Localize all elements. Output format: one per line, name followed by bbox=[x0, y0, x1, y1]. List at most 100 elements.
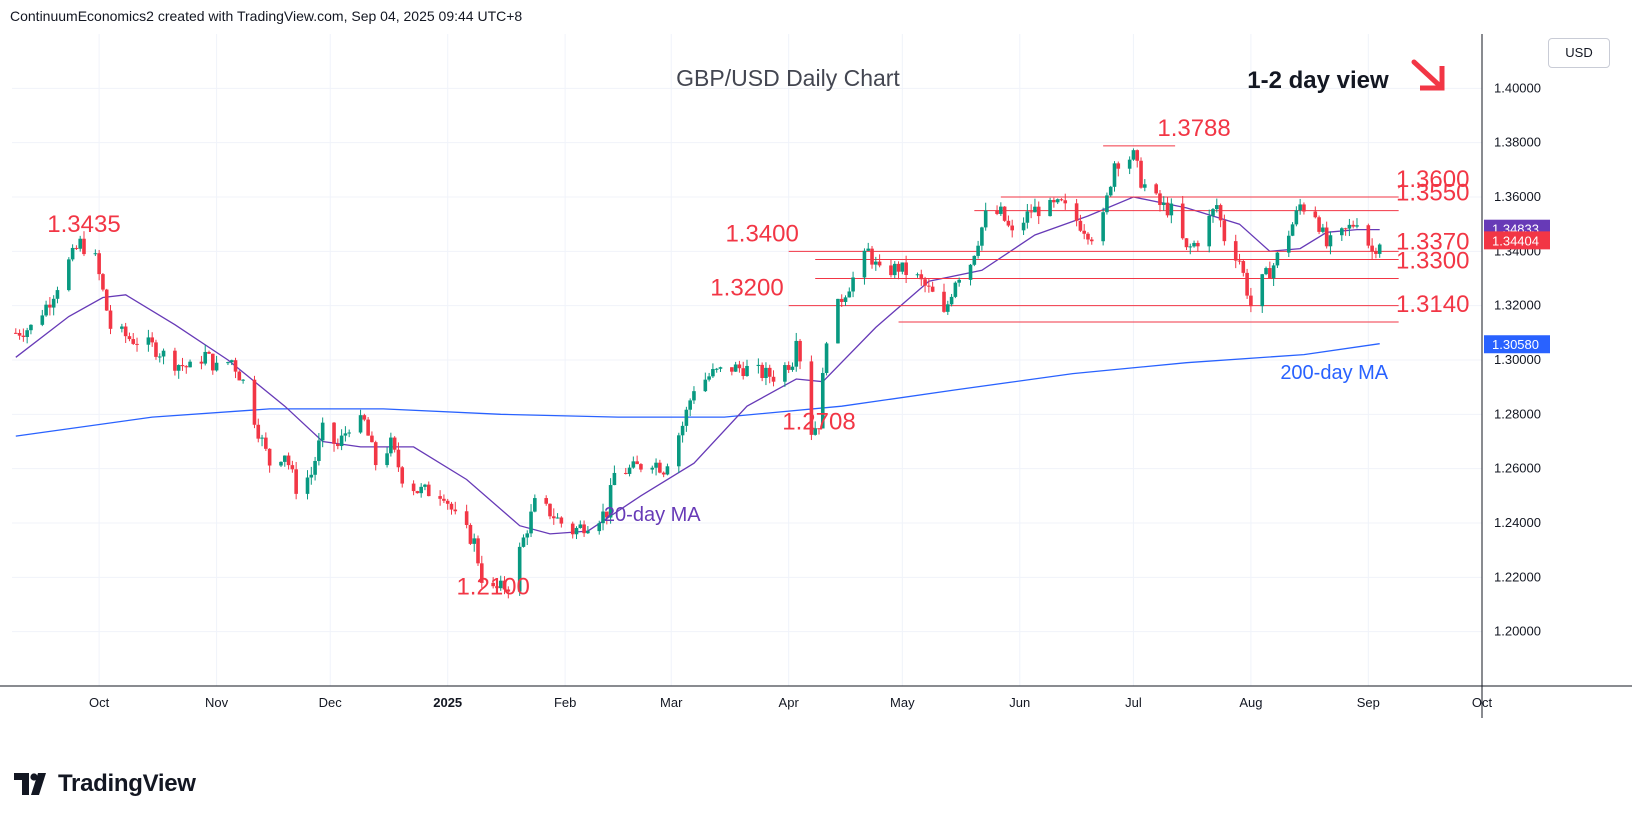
candle-body bbox=[468, 524, 473, 544]
candle-body bbox=[1002, 206, 1007, 221]
candle-body bbox=[1078, 220, 1083, 231]
candle-body bbox=[305, 477, 310, 494]
candle-body bbox=[866, 248, 871, 251]
candle-body bbox=[1264, 268, 1268, 275]
candle-body bbox=[290, 465, 295, 470]
candle-body bbox=[1180, 203, 1185, 239]
candle-series bbox=[13, 148, 1382, 599]
x-tick-label: Oct bbox=[89, 695, 110, 710]
candle-body bbox=[366, 419, 370, 436]
price-badge bbox=[1484, 335, 1550, 354]
candle-body bbox=[1207, 215, 1212, 247]
candle-body bbox=[764, 367, 768, 379]
candle-body bbox=[767, 367, 772, 377]
candle-body bbox=[597, 523, 602, 532]
x-tick-label: Aug bbox=[1239, 695, 1262, 710]
candle-body bbox=[1063, 200, 1068, 204]
candle-body bbox=[241, 379, 245, 381]
annotation-label: 1.3550 bbox=[1396, 180, 1469, 207]
candle-body bbox=[226, 362, 230, 364]
candle-body bbox=[279, 461, 283, 466]
candle-body bbox=[70, 247, 75, 260]
candle-body bbox=[711, 369, 715, 377]
candle-body bbox=[555, 517, 560, 519]
candle-body bbox=[309, 474, 314, 478]
candle-body bbox=[55, 290, 60, 299]
candle-body bbox=[1074, 203, 1079, 221]
candle-body bbox=[313, 460, 317, 475]
candle-body bbox=[260, 437, 264, 439]
candle-body bbox=[684, 409, 689, 426]
candle-body bbox=[900, 262, 905, 272]
candle-body bbox=[517, 546, 522, 592]
candle-body bbox=[108, 310, 113, 329]
candle-body bbox=[847, 291, 852, 298]
candle-body bbox=[1271, 265, 1276, 279]
candle-body bbox=[411, 483, 416, 492]
candle-body bbox=[1143, 184, 1147, 188]
candle-body bbox=[927, 285, 931, 287]
candle-body bbox=[1161, 202, 1166, 205]
candle-body bbox=[1135, 150, 1140, 161]
candle-body bbox=[892, 263, 897, 276]
candle-body bbox=[574, 527, 579, 535]
candle-body bbox=[968, 264, 973, 280]
candle-body bbox=[97, 253, 101, 275]
candle-body bbox=[502, 580, 507, 590]
candle-body bbox=[586, 531, 590, 534]
currency-selector[interactable]: USD bbox=[1548, 38, 1610, 68]
candle-body bbox=[999, 206, 1003, 214]
candle-body bbox=[472, 538, 477, 544]
candle-body bbox=[1192, 242, 1196, 247]
candle-body bbox=[605, 511, 609, 518]
candle-body bbox=[332, 422, 336, 444]
candle-body bbox=[1158, 193, 1162, 205]
candle-body bbox=[896, 263, 901, 272]
candle-body bbox=[1127, 159, 1132, 169]
ma20-line bbox=[15, 196, 1380, 535]
candle-body bbox=[373, 442, 378, 466]
candle-body bbox=[1233, 241, 1238, 261]
candle-body bbox=[464, 511, 469, 525]
candle-body bbox=[78, 238, 82, 249]
chart-grid bbox=[12, 34, 1483, 686]
candle-body bbox=[184, 366, 189, 368]
candle-body bbox=[498, 580, 503, 589]
candle-body bbox=[392, 437, 397, 450]
candle-body bbox=[707, 376, 711, 380]
candle-body bbox=[233, 360, 238, 372]
price-badge-label: 1.30580 bbox=[1492, 337, 1539, 352]
candle-body bbox=[1082, 230, 1086, 234]
candle-body bbox=[1196, 242, 1200, 247]
candle-body bbox=[1321, 227, 1325, 232]
x-tick-label: 2025 bbox=[433, 695, 462, 710]
ma200-line bbox=[15, 343, 1380, 437]
candle-body bbox=[889, 265, 893, 276]
candle-body bbox=[495, 586, 499, 589]
x-tick-label: Jun bbox=[1009, 695, 1030, 710]
candle-body bbox=[957, 279, 961, 283]
candle-body bbox=[623, 472, 628, 474]
candle-body bbox=[718, 367, 723, 369]
candle-body bbox=[237, 371, 242, 381]
candle-body bbox=[843, 297, 848, 302]
candle-body bbox=[1101, 212, 1105, 242]
candle-body bbox=[506, 589, 511, 592]
candle-body bbox=[677, 435, 681, 467]
candle-body bbox=[661, 472, 666, 475]
candle-body bbox=[1021, 222, 1026, 231]
y-tick-label: 1.40000 bbox=[1494, 80, 1541, 95]
candle-body bbox=[286, 455, 291, 466]
candle-body bbox=[1165, 202, 1170, 216]
candle-body bbox=[904, 262, 908, 276]
chart-attribution: ContinuumEconomics2 created with Trading… bbox=[10, 8, 523, 24]
annotation-label: 1.3788 bbox=[1157, 115, 1230, 142]
candle-body bbox=[798, 340, 802, 362]
candle-body bbox=[252, 379, 257, 425]
candle-body bbox=[745, 365, 749, 377]
y-tick-label: 1.38000 bbox=[1494, 135, 1541, 150]
candle-body bbox=[658, 462, 662, 473]
candle-body bbox=[1294, 210, 1299, 225]
candle-body bbox=[1249, 295, 1253, 307]
